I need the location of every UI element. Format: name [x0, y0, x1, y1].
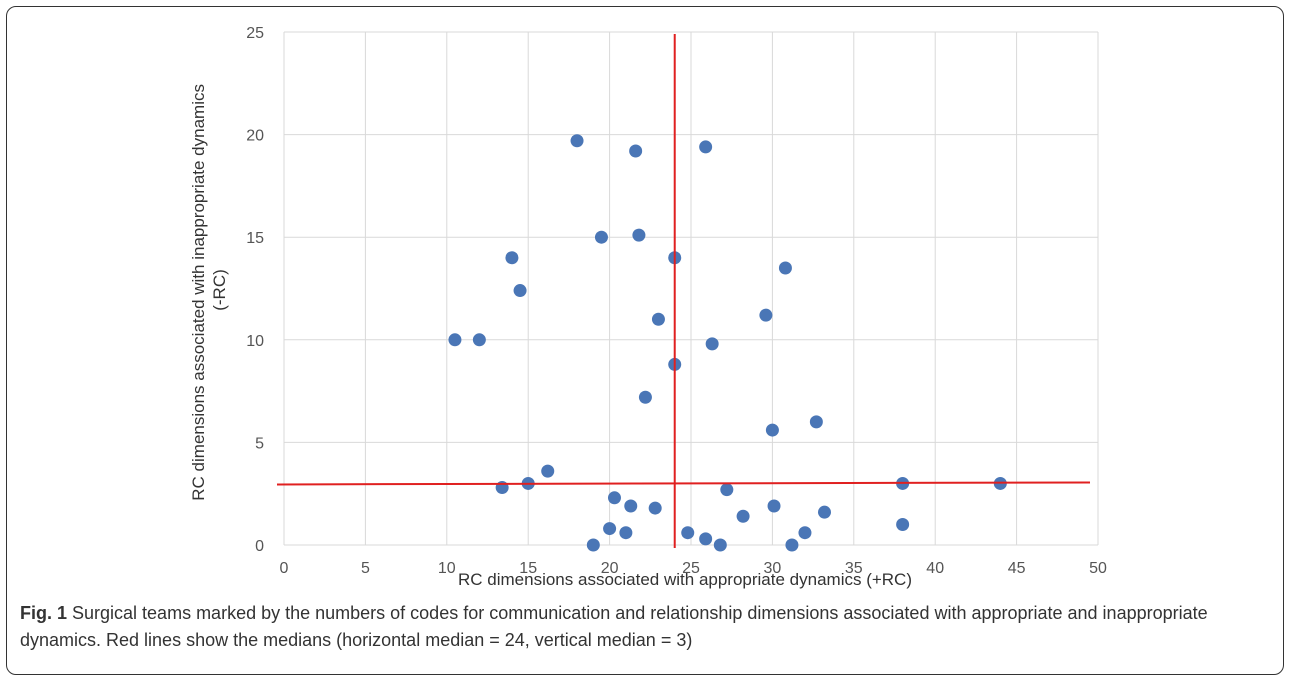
data-point [713, 538, 727, 552]
y-tick-label: 10 [246, 333, 264, 350]
data-point [699, 140, 713, 154]
data-point [594, 230, 608, 244]
x-tick-label: 50 [1089, 560, 1107, 577]
x-tick-label: 10 [438, 560, 456, 577]
y-tick-labels: 0 5 10 15 20 25 [246, 25, 264, 555]
data-point [767, 499, 781, 513]
x-tick-label: 5 [361, 560, 370, 577]
figure-frame [6, 6, 1284, 675]
data-point [699, 532, 713, 546]
horizontal-median-line [276, 481, 1091, 486]
y-tick-label: 5 [255, 435, 264, 452]
x-tick-label: 20 [601, 560, 619, 577]
data-points [448, 134, 1007, 552]
data-point [541, 464, 555, 478]
data-point [778, 261, 792, 275]
x-axis-label: RC dimensions associated with appropriat… [458, 570, 912, 589]
x-tick-label: 45 [1008, 560, 1026, 577]
data-point [720, 483, 734, 497]
data-point [624, 499, 638, 513]
y-tick-label: 20 [246, 128, 264, 145]
y-tick-label: 15 [246, 230, 264, 247]
data-point [570, 134, 584, 148]
data-point [736, 509, 750, 523]
median-lines [276, 34, 1091, 548]
x-tick-label: 40 [926, 560, 944, 577]
data-point [603, 522, 617, 536]
data-point [705, 337, 719, 351]
data-point [638, 390, 652, 404]
data-point [505, 251, 519, 265]
data-point [809, 415, 823, 429]
data-point [648, 501, 662, 515]
figure-caption: Fig. 1 Surgical teams marked by the numb… [20, 600, 1265, 654]
data-point [759, 308, 773, 322]
x-tick-label: 0 [280, 560, 289, 577]
data-point [472, 333, 486, 347]
data-point [681, 526, 695, 540]
y-tick-label: 0 [255, 538, 264, 555]
data-point [896, 517, 910, 531]
data-point [513, 284, 527, 298]
x-tick-label: 15 [519, 560, 537, 577]
scatter-chart: 0 5 10 15 20 25 0 5 10 15 20 25 30 35 40 45 50 RC dimen… [189, 25, 1107, 589]
data-point [586, 538, 600, 552]
grid-lines [283, 31, 1099, 546]
data-point [619, 526, 633, 540]
y-tick-label: 25 [246, 25, 264, 42]
x-tick-label: 25 [682, 560, 700, 577]
x-tick-label: 30 [764, 560, 782, 577]
data-point [607, 491, 621, 505]
data-point [632, 228, 646, 242]
y-axis-label: RC dimensions associated with inappropri… [189, 79, 229, 500]
data-point [629, 144, 643, 158]
data-point [817, 505, 831, 519]
x-tick-label: 35 [845, 560, 863, 577]
x-tick-labels: 0 5 10 15 20 25 30 35 40 45 50 [280, 560, 1107, 577]
data-point [651, 312, 665, 326]
data-point [798, 526, 812, 540]
data-point [785, 538, 799, 552]
caption-text: Surgical teams marked by the numbers of … [20, 603, 1208, 650]
data-point [448, 333, 462, 347]
caption-label: Fig. 1 [20, 603, 68, 623]
data-point [765, 423, 779, 437]
